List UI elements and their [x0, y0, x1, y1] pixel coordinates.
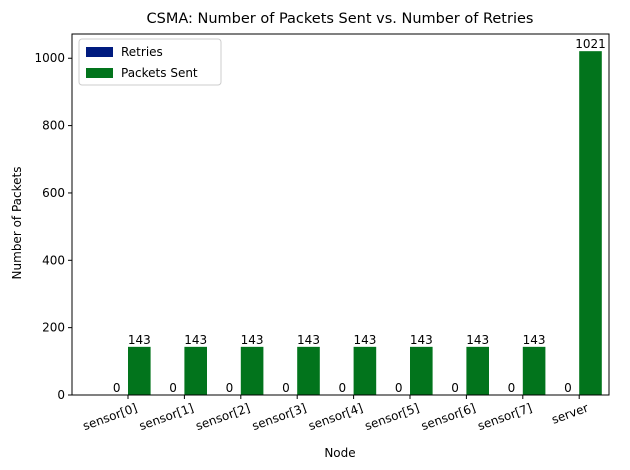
bar-label-retries-2: 0	[226, 381, 234, 395]
y-tick-label-800: 800	[42, 119, 65, 133]
x-tick-label-3: sensor[3]	[250, 401, 308, 434]
x-tick-label-1: sensor[1]	[137, 401, 195, 434]
y-axis-label: Number of Packets	[10, 167, 24, 280]
bar-packets-sent-2	[240, 346, 264, 395]
bar-label-retries-3: 0	[282, 381, 290, 395]
chart-title: CSMA: Number of Packets Sent vs. Number …	[147, 11, 534, 27]
x-tick-label-6: sensor[6]	[419, 401, 477, 434]
legend-swatch-retries	[86, 47, 113, 57]
bar-packets-sent-4	[353, 346, 377, 395]
bar-label-packets-sent-5: 143	[410, 333, 433, 347]
bar-label-retries-1: 0	[169, 381, 177, 395]
legend-label-retries: Retries	[121, 45, 163, 59]
legend-swatch-packets-sent	[86, 68, 113, 78]
plot-area: 0 143 0 143 0 143 0 143 0 143 0 143 0 143 0 143 0 1021 0 20…	[34, 33, 610, 434]
bar-packets-sent-6	[466, 346, 489, 395]
bar-label-retries-6: 0	[451, 381, 459, 395]
x-tick-label-2: sensor[2]	[194, 401, 252, 434]
bar-label-retries-4: 0	[338, 381, 346, 395]
bar-label-packets-sent-3: 143	[297, 333, 320, 347]
bar-label-retries-0: 0	[113, 381, 121, 395]
legend-box	[78, 38, 222, 86]
bar-label-packets-sent-4: 143	[353, 333, 376, 347]
bar-packets-sent-7	[522, 346, 546, 395]
bar-packets-sent-3	[297, 346, 320, 395]
x-tick-label-4: sensor[4]	[306, 401, 364, 434]
bar-label-retries-5: 0	[395, 381, 403, 395]
x-axis-label: Node	[324, 446, 355, 460]
bar-packets-sent-8	[579, 51, 602, 395]
y-tick-label-200: 200	[42, 321, 65, 335]
bar-label-packets-sent-7: 143	[523, 333, 546, 347]
x-tick-label-7: sensor[7]	[476, 401, 534, 434]
legend: Retries Packets Sent	[78, 38, 222, 86]
bar-packets-sent-1	[184, 346, 207, 395]
bar-label-retries-8: 0	[564, 381, 572, 395]
bar-label-packets-sent-2: 143	[241, 333, 264, 347]
bar-packets-sent-5	[410, 346, 433, 395]
bar-packets-sent-0	[128, 346, 151, 395]
bar-label-retries-7: 0	[508, 381, 516, 395]
x-tick-label-5: sensor[5]	[363, 401, 421, 434]
y-tick-label-600: 600	[42, 186, 65, 200]
y-tick-label-400: 400	[42, 253, 65, 267]
x-tick-label-8: server	[550, 401, 591, 427]
y-tick-label-0: 0	[57, 388, 65, 402]
x-tick-label-0: sensor[0]	[81, 401, 139, 434]
bar-label-packets-sent-0: 143	[128, 333, 151, 347]
bar-label-packets-sent-1: 143	[184, 333, 207, 347]
bar-label-packets-sent-8: 1021	[575, 37, 606, 51]
legend-label-packets-sent: Packets Sent	[121, 66, 198, 80]
axes-frame	[71, 33, 610, 396]
y-tick-label-1000: 1000	[34, 51, 65, 65]
bar-label-packets-sent-6: 143	[466, 333, 489, 347]
